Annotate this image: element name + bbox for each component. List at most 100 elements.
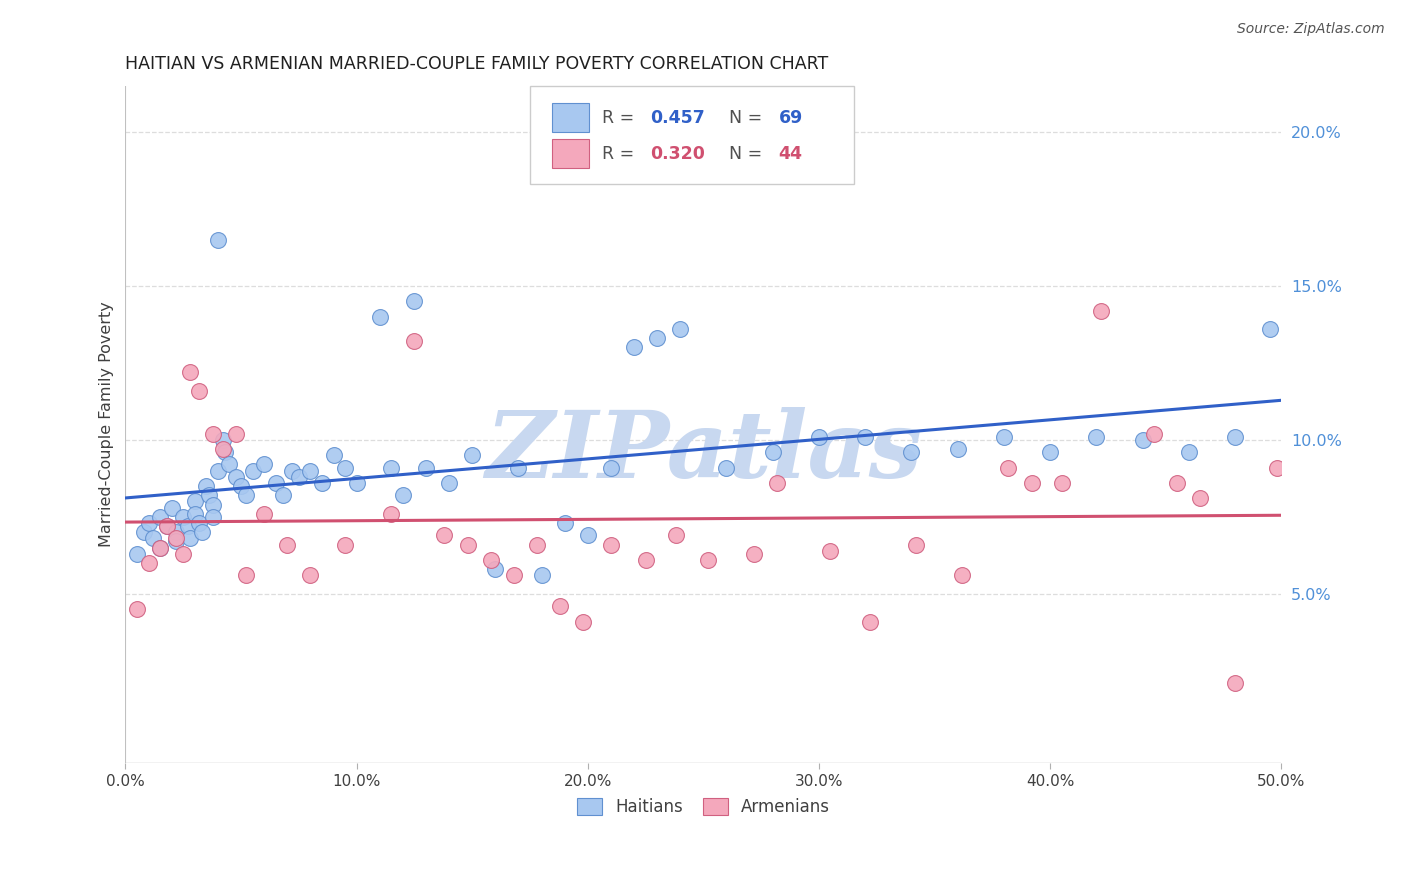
Point	[214, 445, 236, 459]
Text: N =: N =	[728, 109, 768, 127]
Point	[415, 460, 437, 475]
Point	[576, 528, 599, 542]
Point	[997, 460, 1019, 475]
Text: 44: 44	[779, 145, 803, 162]
Point	[235, 568, 257, 582]
Point	[554, 516, 576, 530]
Point	[697, 553, 720, 567]
Point	[149, 541, 172, 555]
Point	[1039, 445, 1062, 459]
Point	[950, 568, 973, 582]
Point	[461, 448, 484, 462]
Point	[1090, 303, 1112, 318]
Point	[299, 464, 322, 478]
Point	[160, 500, 183, 515]
Point	[125, 547, 148, 561]
Point	[177, 519, 200, 533]
Point	[479, 553, 502, 567]
Point	[1189, 491, 1212, 506]
Point	[766, 475, 789, 490]
Point	[392, 488, 415, 502]
Legend: Haitians, Armenians: Haitians, Armenians	[569, 791, 837, 822]
Point	[211, 433, 233, 447]
Text: R =: R =	[602, 145, 640, 162]
Point	[202, 498, 225, 512]
Y-axis label: Married-Couple Family Poverty: Married-Couple Family Poverty	[100, 301, 114, 548]
Point	[1132, 433, 1154, 447]
Point	[202, 426, 225, 441]
Point	[572, 615, 595, 629]
Point	[508, 460, 530, 475]
Point	[225, 426, 247, 441]
Point	[1258, 322, 1281, 336]
Text: 69: 69	[779, 109, 803, 127]
Point	[1085, 430, 1108, 444]
Point	[197, 488, 219, 502]
Point	[264, 475, 287, 490]
Point	[138, 516, 160, 530]
Point	[623, 341, 645, 355]
Point	[195, 479, 218, 493]
Point	[172, 509, 194, 524]
Text: ZIPatlas: ZIPatlas	[485, 407, 922, 497]
Point	[346, 475, 368, 490]
Point	[235, 488, 257, 502]
Point	[149, 509, 172, 524]
Point	[1021, 475, 1043, 490]
Point	[1143, 426, 1166, 441]
Point	[281, 464, 304, 478]
Point	[271, 488, 294, 502]
Point	[132, 525, 155, 540]
Point	[530, 568, 553, 582]
Point	[1050, 475, 1073, 490]
Point	[207, 233, 229, 247]
Point	[165, 534, 187, 549]
Point	[288, 470, 311, 484]
Point	[184, 494, 207, 508]
Point	[742, 547, 765, 561]
Point	[156, 519, 179, 533]
Point	[276, 537, 298, 551]
Point	[165, 525, 187, 540]
Point	[404, 334, 426, 349]
Point	[404, 294, 426, 309]
Point	[502, 568, 524, 582]
Text: HAITIAN VS ARMENIAN MARRIED-COUPLE FAMILY POVERTY CORRELATION CHART: HAITIAN VS ARMENIAN MARRIED-COUPLE FAMIL…	[125, 55, 828, 73]
Point	[253, 458, 276, 472]
Point	[437, 475, 460, 490]
Point	[762, 445, 785, 459]
Point	[380, 460, 402, 475]
Point	[645, 331, 668, 345]
Point	[188, 384, 211, 398]
Point	[229, 479, 252, 493]
Point	[1265, 460, 1288, 475]
Point	[946, 442, 969, 456]
Point	[322, 448, 344, 462]
Point	[179, 532, 201, 546]
Point	[716, 460, 738, 475]
Point	[368, 310, 391, 324]
Point	[807, 430, 830, 444]
Point	[904, 537, 927, 551]
Point	[859, 615, 882, 629]
Point	[253, 507, 276, 521]
Text: R =: R =	[602, 109, 640, 127]
Point	[311, 475, 333, 490]
Point	[333, 460, 356, 475]
Point	[218, 458, 240, 472]
Point	[211, 442, 233, 456]
Point	[599, 460, 621, 475]
Point	[380, 507, 402, 521]
Point	[484, 562, 506, 576]
Point	[820, 543, 842, 558]
Point	[1223, 430, 1246, 444]
FancyBboxPatch shape	[530, 86, 853, 184]
Point	[433, 528, 456, 542]
Point	[457, 537, 479, 551]
Point	[669, 322, 692, 336]
Point	[188, 516, 211, 530]
Point	[165, 532, 187, 546]
Point	[599, 537, 621, 551]
Point	[138, 556, 160, 570]
Text: Source: ZipAtlas.com: Source: ZipAtlas.com	[1237, 22, 1385, 37]
